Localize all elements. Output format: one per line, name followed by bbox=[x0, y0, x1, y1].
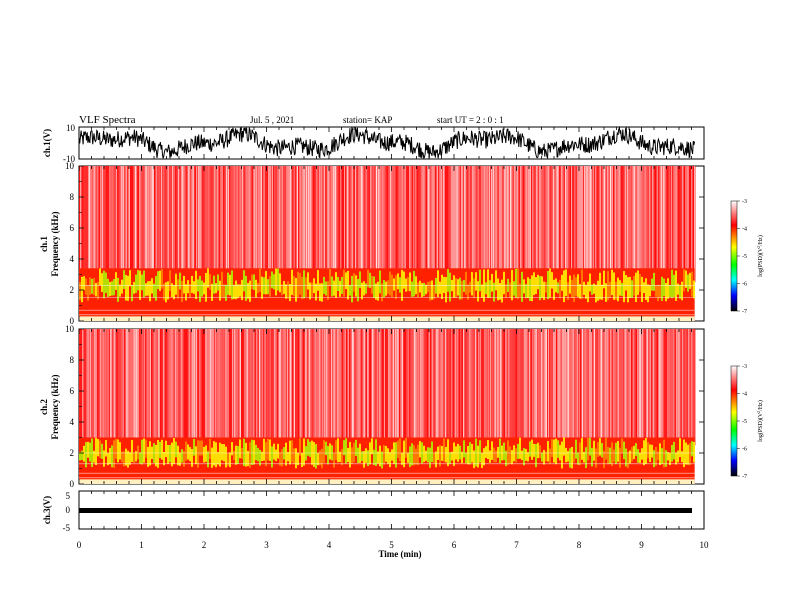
ch1-colorbar: -3 -4 -5 -6 -7 log(PSD)(V2/Hz) bbox=[730, 199, 764, 315]
freq-tick-label: 8 bbox=[70, 355, 75, 365]
colorbar-tick-label: -6 bbox=[742, 447, 747, 453]
colorbar-tick-label: -5 bbox=[742, 419, 747, 425]
x-tick-label: 5 bbox=[389, 540, 394, 550]
ch3-ytick-top: 5 bbox=[66, 491, 71, 501]
ch3-wave-ylabel: ch.3(V) bbox=[42, 496, 52, 524]
ch1-spec-ylabel-frequency: Frequency (kHz) bbox=[50, 211, 60, 276]
freq-tick-label: 8 bbox=[70, 192, 75, 202]
x-tick-label: 8 bbox=[577, 540, 582, 550]
colorbar-tick-label: -6 bbox=[742, 282, 747, 288]
figure-title: VLF Spectra bbox=[79, 114, 136, 126]
x-tick-label: 9 bbox=[639, 540, 644, 550]
freq-tick-label: 6 bbox=[70, 223, 75, 233]
ch1-ytick-top: 10 bbox=[66, 123, 76, 133]
x-tick-label: 3 bbox=[264, 540, 269, 550]
colorbar-tick-label: -4 bbox=[742, 227, 747, 233]
ch1-spectrogram-panel: ch.1 Frequency (kHz) 0 2 4 6 8 10 bbox=[39, 161, 705, 326]
ch1-waveform-line bbox=[78, 125, 696, 160]
freq-tick-label: 2 bbox=[70, 448, 75, 458]
x-tick-label: 10 bbox=[700, 540, 710, 550]
ch1-spec-ylabel-channel: ch.1 bbox=[39, 236, 49, 252]
ch2-spec-ylabel-channel: ch.2 bbox=[39, 399, 49, 415]
ch3-waveform-band bbox=[79, 508, 692, 513]
x-axis-label: Time (min) bbox=[378, 549, 421, 559]
colorbar-tick-label: -3 bbox=[742, 199, 747, 205]
x-tick-label: 7 bbox=[514, 540, 519, 550]
x-tick-label: 1 bbox=[139, 540, 144, 550]
ch1-wave-ylabel: ch.1(V) bbox=[42, 129, 52, 157]
colorbar-tick-label: -7 bbox=[742, 474, 747, 480]
ch2-spec-ylabel-frequency: Frequency (kHz) bbox=[50, 374, 60, 439]
ch3-waveform-panel: 5 0 -5 ch.3(V) bbox=[42, 490, 705, 533]
freq-tick-label: 0 bbox=[70, 479, 75, 489]
freq-tick-label: 2 bbox=[70, 285, 75, 295]
freq-tick-label: 10 bbox=[65, 161, 75, 171]
colorbar-tick-label: -7 bbox=[742, 309, 747, 315]
x-tick-label: 2 bbox=[202, 540, 207, 550]
station-label: station= KAP bbox=[343, 115, 392, 125]
freq-tick-label: 0 bbox=[70, 316, 75, 326]
freq-tick-label: 10 bbox=[65, 324, 75, 334]
ch1-ytick-bottom: -10 bbox=[63, 154, 75, 164]
colorbar-tick-label: -4 bbox=[742, 392, 747, 398]
colorbar-tick-label: -3 bbox=[742, 364, 747, 370]
x-tick-label: 6 bbox=[452, 540, 457, 550]
colorbar-tick-label: -5 bbox=[742, 254, 747, 260]
ch2-colorbar: -3 -4 -5 -6 -7 log(PSD)(V2/Hz) bbox=[730, 364, 764, 480]
ch1-colorbar-label: log(PSD)(V2/Hz) bbox=[756, 235, 764, 277]
x-tick-label: 4 bbox=[327, 540, 332, 550]
date-label: Jul. 5 , 2021 bbox=[250, 115, 294, 125]
ch3-ytick-mid: 0 bbox=[66, 505, 71, 515]
freq-tick-label: 4 bbox=[70, 254, 75, 264]
freq-tick-label: 4 bbox=[70, 417, 75, 427]
ch3-ytick-bottom: -5 bbox=[63, 523, 71, 533]
ch1-waveform-panel: 10 -10 ch.1(V) bbox=[42, 123, 705, 164]
ch2-spectrogram-panel: ch.2 Frequency (kHz) 0 2 4 6 8 10 bbox=[39, 324, 705, 489]
x-tick-label: 0 bbox=[77, 540, 82, 550]
freq-tick-label: 6 bbox=[70, 386, 75, 396]
ch2-colorbar-label: log(PSD)(V2/Hz) bbox=[756, 400, 764, 442]
start-ut-label: start UT = 2 : 0 : 1 bbox=[437, 115, 504, 125]
